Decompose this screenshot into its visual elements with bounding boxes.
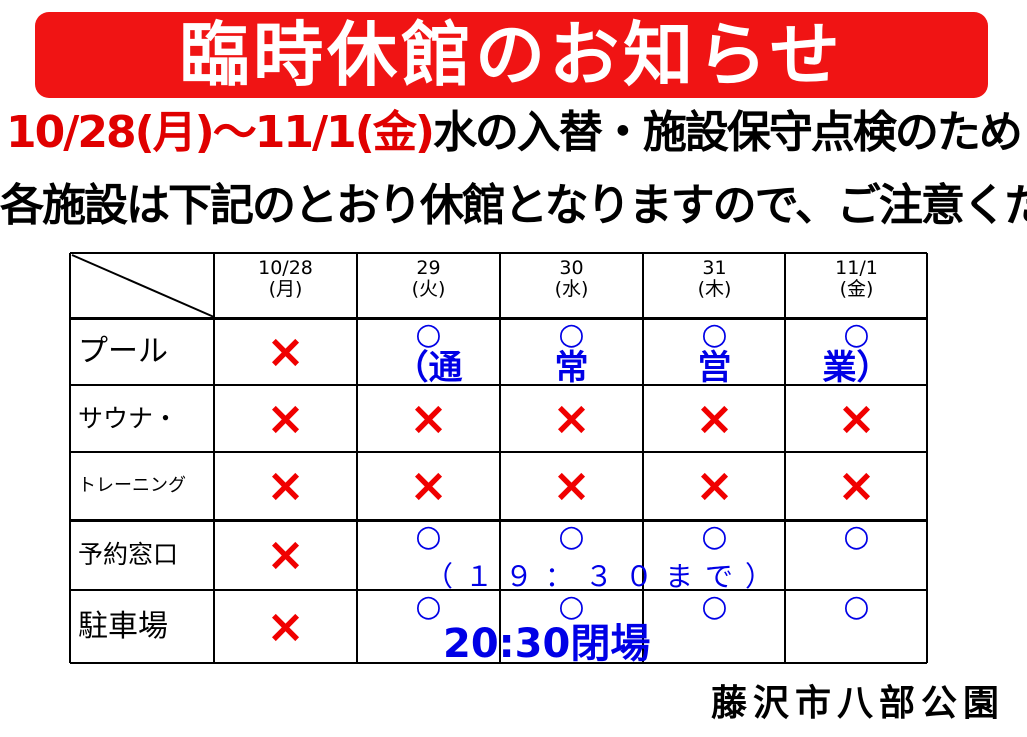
closed-mark: × [695, 390, 734, 445]
table-row-border [70, 384, 927, 386]
pool-note: 業） [822, 348, 891, 388]
parking-close-note: 20:30閉場 [443, 621, 651, 667]
table-column-border [926, 253, 928, 663]
closed-mark: × [409, 458, 448, 512]
notice-line-2: 各施設は下記のとおり休館となりますので、ご注意ください。 [0, 180, 1027, 231]
table-column-border [213, 253, 215, 663]
organization-name: 藤沢市八部公園 [710, 683, 1005, 724]
closed-mark: × [266, 390, 305, 445]
open-mark: ○ [415, 589, 442, 624]
closed-mark: × [266, 598, 305, 653]
table-row-border [70, 252, 927, 254]
table-row-border [70, 589, 927, 591]
column-date: 29 [416, 257, 441, 279]
closed-mark: × [266, 458, 305, 512]
pool-note: 常 [554, 348, 589, 388]
reservation-hours-note: （１９：３０まで） [425, 560, 786, 593]
column-date: 30 [559, 257, 584, 279]
open-mark: ○ [415, 519, 442, 554]
open-mark: ○ [701, 317, 728, 352]
column-date: 10/28 [258, 257, 313, 279]
closed-mark: × [837, 458, 876, 512]
header-diagonal [71, 254, 215, 318]
closed-mark: × [552, 390, 591, 445]
row-label: トレーニング [78, 475, 186, 496]
closed-mark: × [266, 527, 305, 581]
page-title: 臨時休館のお知らせ [179, 14, 844, 96]
pool-note: （通 [394, 348, 463, 388]
open-mark: ○ [843, 519, 870, 554]
row-label: サウナ・ [78, 403, 179, 433]
table-row-border [70, 451, 927, 453]
table-column-border [69, 253, 71, 663]
table-column-border [499, 253, 501, 663]
open-mark: ○ [558, 589, 585, 624]
closure-dates: 10/28(月)～11/1(金) [6, 107, 435, 158]
open-mark: ○ [843, 317, 870, 352]
column-header: 10/28 (月) [214, 258, 357, 300]
column-header: 31 (木) [643, 258, 786, 300]
table-row-border [70, 317, 927, 320]
closed-mark: × [837, 390, 876, 445]
row-label: 予約窓口 [78, 540, 179, 569]
closed-mark: × [552, 458, 591, 512]
table-row-border [70, 662, 927, 664]
column-weekday: (水) [554, 278, 589, 300]
open-mark: ○ [701, 589, 728, 624]
table-column-border [642, 253, 644, 663]
open-mark: ○ [843, 589, 870, 624]
closure-reason: 水の入替・施設保守点検のため [432, 107, 1023, 158]
row-label: 駐車場 [78, 608, 168, 644]
table-row-border [70, 519, 927, 522]
column-weekday: (金) [839, 278, 874, 300]
column-header: 30 (水) [500, 258, 643, 300]
column-header: 11/1 (金) [785, 258, 928, 300]
open-mark: ○ [415, 317, 442, 352]
table-column-border [784, 253, 786, 663]
closed-mark: × [695, 458, 734, 512]
table-column-border [356, 253, 358, 663]
open-mark: ○ [558, 317, 585, 352]
open-mark: ○ [558, 519, 585, 554]
row-label: プール [78, 333, 168, 369]
closed-mark: × [409, 390, 448, 445]
closed-mark: × [266, 323, 305, 378]
notice-line-1: 10/28(月)～11/1(金)水の入替・施設保守点検のため [0, 105, 1027, 161]
column-date: 31 [702, 257, 727, 279]
column-weekday: (火) [411, 278, 446, 300]
column-header: 29 (火) [357, 258, 500, 300]
column-weekday: (木) [697, 278, 732, 300]
column-date: 11/1 [835, 257, 878, 279]
title-banner: 臨時休館のお知らせ [35, 12, 988, 98]
open-mark: ○ [701, 519, 728, 554]
column-weekday: (月) [268, 278, 303, 300]
pool-note: 営 [697, 348, 732, 388]
